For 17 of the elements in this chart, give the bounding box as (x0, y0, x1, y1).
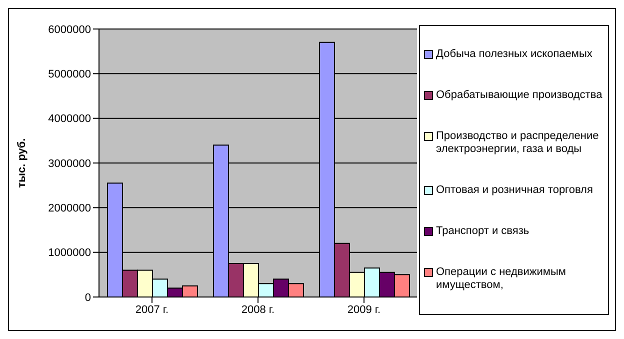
y-tick-label: 4000000 (48, 113, 91, 126)
legend-label: Оптовая и розничная торговля (436, 184, 593, 196)
legend-label: Транспорт и связь (436, 224, 530, 238)
legend-label: Операции с недвижимым имуществом, (436, 266, 567, 292)
y-tick-label: 5000000 (48, 68, 91, 81)
y-axis-title: тыс. руб. (16, 138, 28, 188)
y-tick-label: 3000000 (48, 158, 91, 170)
legend-label: Производство и распределение электроэнергии, газа и воды (436, 130, 600, 156)
x-tick-label: 2009 г. (347, 304, 381, 316)
x-tick-label: 2008 г. (241, 304, 275, 316)
y-tick-label: 2000000 (48, 202, 91, 215)
x-tick-label: 2007 г. (135, 304, 169, 316)
legend-label: Обрабатывающие производства (436, 88, 602, 102)
legend-label: Добыча полезных ископаемых (436, 48, 592, 60)
y-tick-label: 6000000 (48, 24, 91, 36)
y-tick-label: 0 (84, 292, 91, 304)
y-tick-label: 1000000 (48, 247, 91, 260)
